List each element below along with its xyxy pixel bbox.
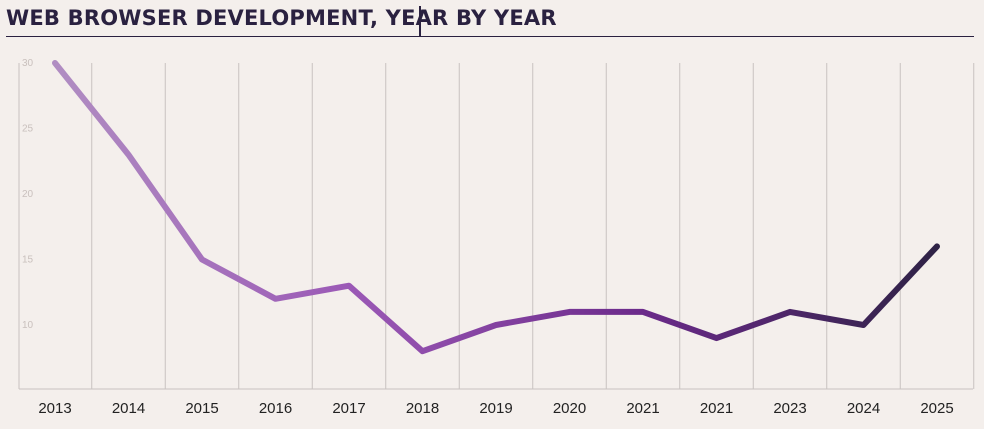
y-tick-label: 10 [22, 320, 34, 331]
y-tick-label: 20 [22, 189, 34, 200]
x-tick-label: 2025 [920, 400, 953, 417]
x-tick-label: 2015 [185, 400, 218, 417]
y-tick-label: 15 [22, 255, 34, 266]
text-cursor [419, 6, 421, 36]
x-tick-label: 2016 [259, 400, 292, 417]
chart-title: WEB BROWSER DEVELOPMENT, YEAR BY YEAR [6, 6, 557, 30]
y-tick-label: 25 [22, 124, 34, 135]
x-tick-label: 2023 [773, 400, 806, 417]
series-line [52, 60, 940, 355]
x-tick-label: 2021 [626, 400, 659, 417]
x-tick-label: 2021 [700, 400, 733, 417]
x-tick-label: 2024 [847, 400, 880, 417]
title-underline [6, 36, 974, 37]
x-tick-label: 2019 [479, 400, 512, 417]
x-tick-label: 2013 [38, 400, 71, 417]
x-tick-label: 2020 [553, 400, 586, 417]
x-tick-label: 2017 [332, 400, 365, 417]
x-tick-label: 2018 [406, 400, 439, 417]
x-tick-label: 2014 [112, 400, 145, 417]
y-tick-label: 30 [22, 58, 34, 69]
